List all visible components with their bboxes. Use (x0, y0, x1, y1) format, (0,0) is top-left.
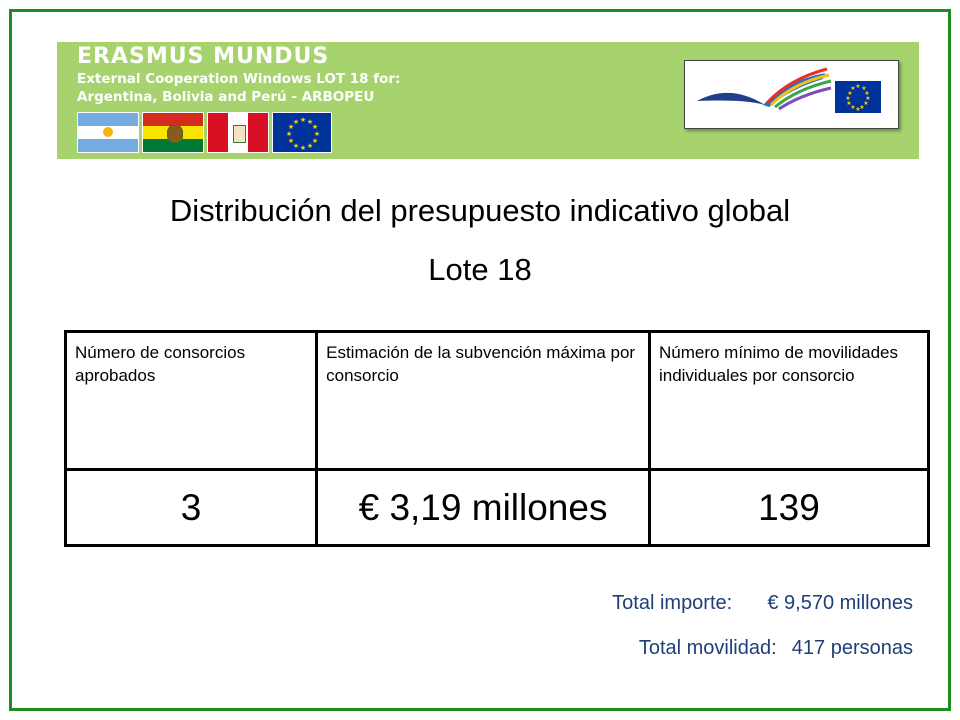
svg-text:★: ★ (863, 100, 868, 107)
svg-text:★: ★ (293, 142, 299, 150)
banner-subtitle-line1: External Cooperation Windows LOT 18 for: (77, 71, 401, 87)
total-movilidad-label: Total movilidad: (638, 637, 777, 659)
total-importe: Total importe: € 9,570 millones (612, 592, 913, 615)
svg-text:★: ★ (847, 90, 852, 97)
svg-text:★: ★ (855, 106, 860, 113)
total-movilidad: Total movilidad: 417 personas (639, 637, 913, 660)
svg-text:★: ★ (859, 104, 864, 111)
svg-text:★: ★ (307, 118, 313, 126)
svg-text:★: ★ (846, 100, 851, 107)
svg-text:★: ★ (307, 142, 313, 150)
budget-table: Número de consorcios aprobados Estimació… (63, 330, 931, 547)
svg-text:★: ★ (865, 95, 870, 102)
header-cell-grant: Estimación de la subvención máxima por c… (315, 330, 651, 471)
value-cell-consortia: 3 (63, 468, 319, 547)
svg-text:★: ★ (312, 123, 318, 131)
header-cell-consortia: Número de consorcios aprobados (63, 330, 319, 471)
total-importe-label: Total importe: (612, 592, 733, 614)
svg-text:★: ★ (286, 130, 292, 138)
svg-text:★: ★ (288, 137, 294, 145)
svg-text:★: ★ (300, 116, 306, 124)
svg-text:★: ★ (312, 137, 318, 145)
svg-text:★: ★ (864, 90, 869, 97)
svg-text:★: ★ (850, 85, 855, 92)
banner-title: ERASMUS MUNDUS (77, 44, 330, 69)
svg-text:★: ★ (293, 118, 299, 126)
table-value-row: 3 € 3,19 millones 139 (63, 468, 931, 547)
erasmus-bird-logo-icon: ★ ★★ ★★★ ★★★ ★★★ (697, 67, 881, 113)
value-cell-mobilities: 139 (647, 468, 931, 547)
header-cell-mobilities: Número mínimo de movilidades individuale… (647, 330, 931, 471)
peru-flag-icon (207, 112, 269, 153)
page-title: Distribución del presupuesto indicativo … (169, 193, 791, 228)
total-movilidad-value: 417 personas (791, 637, 913, 659)
svg-text:★: ★ (845, 95, 850, 102)
argentina-flag-icon (77, 112, 139, 153)
value-cell-grant: € 3,19 millones (315, 468, 651, 547)
svg-text:★: ★ (288, 123, 294, 131)
svg-text:★: ★ (314, 130, 320, 138)
bolivia-flag-icon (142, 112, 204, 153)
page-subtitle: Lote 18 (428, 252, 532, 287)
svg-text:★: ★ (300, 144, 306, 152)
banner-subtitle-line2: Argentina, Bolivia and Perú - ARBOPEU (77, 89, 375, 105)
slide-frame (9, 9, 951, 711)
eu-flag-icon: ★ ★ ★ ★ ★ ★ ★ ★ ★ ★ ★ ★ (272, 112, 332, 153)
total-importe-value: € 9,570 millones (767, 592, 913, 614)
flag-row: ★ ★ ★ ★ ★ ★ ★ ★ ★ ★ ★ ★ (77, 112, 332, 153)
erasmus-mundus-banner: ERASMUS MUNDUS External Cooperation Wind… (57, 42, 919, 159)
svg-text:★: ★ (850, 104, 855, 111)
svg-text:★: ★ (855, 83, 860, 90)
table-header-row: Número de consorcios aprobados Estimació… (63, 330, 931, 471)
erasmus-logo-panel: ★ ★ ★ ★ ★ ★ ★ ★ ★ ★ ★ ★ (684, 60, 899, 129)
svg-text:★: ★ (861, 85, 866, 92)
